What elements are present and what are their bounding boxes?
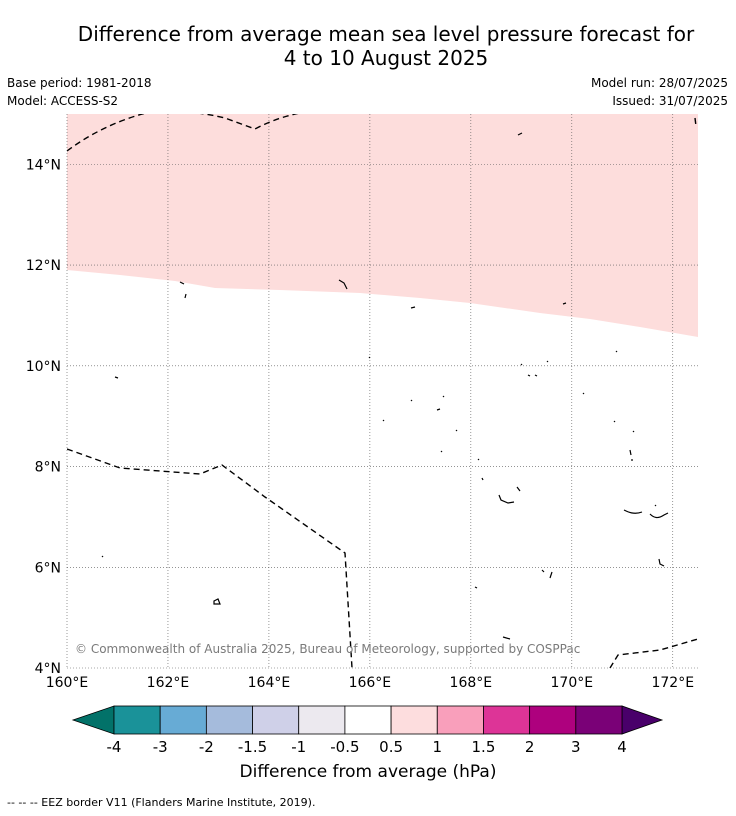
title-line-1: Difference from average mean sea level p… xyxy=(77,22,695,46)
island xyxy=(179,281,187,299)
colorbar-segment xyxy=(298,705,346,735)
base-period: Base period: 1981-2018 xyxy=(7,76,152,90)
island xyxy=(410,306,416,309)
island xyxy=(527,374,585,395)
colorbar-tick-label: -1.5 xyxy=(238,738,267,756)
eez-borders xyxy=(67,114,698,668)
eez-border-east xyxy=(694,117,697,127)
lon-tick-label: 172°E xyxy=(651,675,694,691)
lon-tick-label: 162°E xyxy=(147,675,190,691)
lon-tick-label: 164°E xyxy=(248,675,291,691)
lat-tick-label: 10°N xyxy=(26,359,61,375)
island xyxy=(101,555,104,558)
model-name: Model: ACCESS-S2 xyxy=(7,94,119,108)
island xyxy=(338,279,348,290)
eez-border-north xyxy=(67,114,299,152)
lon-tick-label: 170°E xyxy=(551,675,594,691)
colorbar-tick-label: 1 xyxy=(432,738,442,756)
island xyxy=(562,302,567,305)
island xyxy=(517,132,523,136)
colorbar-tick-label: 2 xyxy=(525,738,535,756)
island xyxy=(474,586,478,589)
copyright-notice: © Commonwealth of Australia 2025, Bureau… xyxy=(75,642,580,656)
colorbar-segment xyxy=(205,705,253,735)
colorbar-tick-label: 3 xyxy=(571,738,581,756)
lat-tick-label: 12°N xyxy=(26,258,61,274)
colorbar-extend-low xyxy=(71,705,115,735)
colorbar-tick-label: -3 xyxy=(153,738,168,756)
meta-right: Model run: 28/07/2025 Issued: 31/07/2025 xyxy=(591,74,728,110)
lat-tick-label: 4°N xyxy=(35,661,61,677)
gridlines xyxy=(66,114,698,669)
island xyxy=(368,350,618,366)
chart-title: Difference from average mean sea level p… xyxy=(0,22,736,70)
island xyxy=(658,558,665,567)
tick-labels: 160°E 162°E 164°E 166°E 168°E 170°E 172°E 4°N 6°… xyxy=(26,157,694,691)
colorbar-segment xyxy=(344,705,392,735)
lat-tick-label: 6°N xyxy=(35,560,61,576)
islands xyxy=(101,132,669,640)
colorbar-segment xyxy=(252,705,300,735)
colorbar-segment xyxy=(529,705,577,735)
island xyxy=(213,598,221,605)
title-line-2: 4 to 10 August 2025 xyxy=(283,46,489,70)
colorbar-tick-label: 1.5 xyxy=(472,738,496,756)
model-run: Model run: 28/07/2025 xyxy=(590,76,728,90)
island xyxy=(502,636,511,640)
colorbar-extend-high xyxy=(621,705,664,735)
colorbar-segment xyxy=(436,705,484,735)
lon-tick-label: 160°E xyxy=(46,675,89,691)
colorbar: -4 -3 -2 -1.5 -1 -0.5 0.5 1 1.5 2 3 4 xyxy=(71,705,664,756)
pressure-anomaly-map: 160°E 162°E 164°E 166°E 168°E 170°E 172°E 4°N 6°… xyxy=(26,114,698,756)
colorbar-segment xyxy=(483,705,531,735)
colorbar-tick-label: -2 xyxy=(199,738,214,756)
colorbar-segment xyxy=(113,705,161,735)
colorbar-tick-label: -0.5 xyxy=(330,738,359,756)
colorbar-label: Difference from average (hPa) xyxy=(239,762,497,782)
island xyxy=(114,376,119,379)
eez-border-west xyxy=(67,448,353,668)
island xyxy=(440,449,633,461)
colorbar-segment xyxy=(575,705,623,735)
island xyxy=(410,395,445,411)
island xyxy=(382,419,635,433)
colorbar-tick-label: -4 xyxy=(107,738,122,756)
lat-tick-label: 14°N xyxy=(26,157,61,173)
colorbar-segment xyxy=(159,705,207,735)
island xyxy=(623,504,669,519)
colorbar-tick-label: 0.5 xyxy=(379,738,403,756)
eez-legend-note: -- -- -- EEZ border V11 (Flanders Marine… xyxy=(7,796,316,809)
anomaly-region-0-5-to-1 xyxy=(67,114,698,337)
meta-left: Base period: 1981-2018 Model: ACCESS-S2 xyxy=(7,74,152,110)
issued-date: Issued: 31/07/2025 xyxy=(612,94,728,108)
island xyxy=(541,569,553,579)
colorbar-tick-label: 4 xyxy=(617,738,627,756)
lon-tick-label: 166°E xyxy=(349,675,392,691)
lon-tick-label: 168°E xyxy=(450,675,493,691)
island xyxy=(481,477,521,504)
lat-tick-label: 8°N xyxy=(35,460,61,476)
colorbar-segment xyxy=(390,705,438,735)
colorbar-tick-label: -1 xyxy=(291,738,306,756)
